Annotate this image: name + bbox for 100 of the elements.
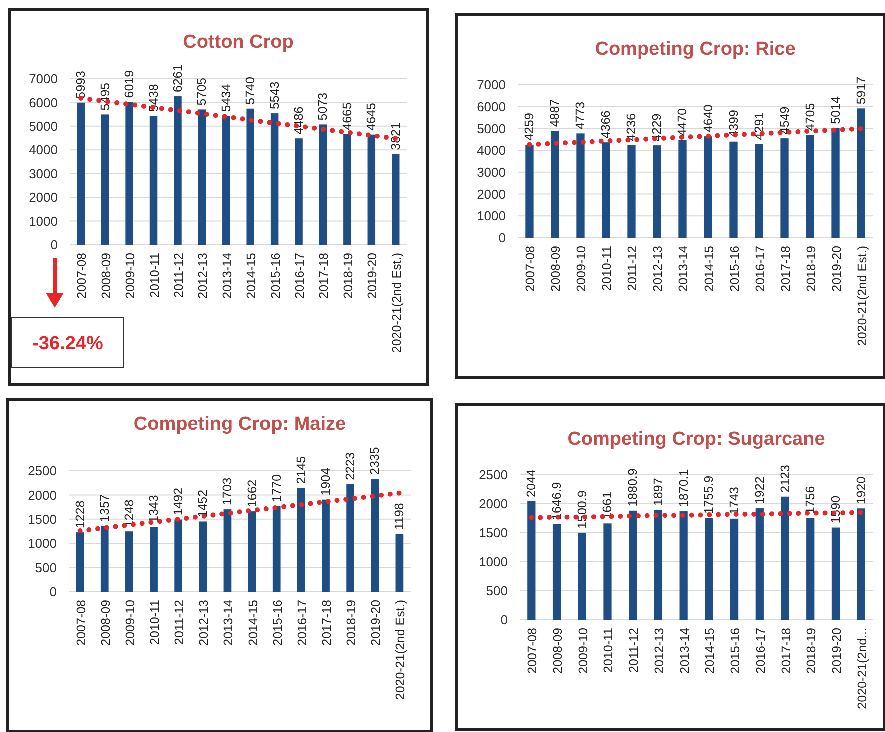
y-tick-label: 500: [486, 584, 508, 599]
x-tick-label: 2010-11: [148, 600, 162, 645]
x-tick-label: 2012-13: [197, 600, 212, 646]
bar: [578, 532, 586, 620]
x-tick-label: 2009-10: [124, 252, 138, 299]
data-label: 5073: [316, 92, 330, 121]
x-tick-label: 2010-11: [148, 252, 162, 298]
data-label: 5434: [219, 84, 234, 112]
bar: [552, 524, 562, 620]
data-label: 4470: [676, 108, 690, 136]
x-tick-label: 2017-18: [779, 628, 794, 674]
data-label: 1228: [73, 500, 88, 529]
x-tick-label: 2008-09: [99, 252, 114, 299]
x-tick-label: 2016-17: [293, 252, 308, 299]
x-tick-label: 2017-18: [320, 600, 334, 646]
y-tick-label: 1500: [479, 526, 508, 541]
chart-title: Competing Crop: Sugarcane: [568, 429, 826, 450]
bar: [150, 116, 158, 245]
bar: [319, 124, 328, 245]
bar: [270, 114, 279, 245]
bar: [528, 501, 536, 620]
data-label: 2044: [524, 470, 539, 498]
data-label: 4773: [574, 102, 588, 130]
x-tick-label: 2017-18: [317, 252, 332, 299]
x-tick-label: 2007-08: [524, 246, 538, 292]
bar: [368, 134, 376, 245]
data-label: 1492: [172, 488, 186, 516]
x-tick-label: 2009-10: [574, 246, 589, 292]
data-label: 1880.9: [626, 468, 640, 507]
bar: [780, 138, 789, 238]
data-label: 5705: [195, 78, 210, 106]
data-label: 5917: [854, 76, 868, 105]
data-label: 4705: [803, 103, 818, 132]
data-label: 5993: [74, 71, 88, 99]
bar: [678, 140, 687, 238]
data-label: 4486: [292, 106, 306, 135]
y-tick-label: 1000: [479, 554, 508, 570]
y-tick-label: 1000: [477, 208, 506, 224]
x-tick-label: 2009-10: [576, 628, 590, 674]
data-label: 2145: [294, 456, 308, 484]
data-label: 2223: [344, 452, 358, 480]
bar: [857, 508, 866, 620]
x-tick-label: 2015-16: [728, 246, 742, 292]
bar: [322, 500, 330, 592]
x-tick-label: 2011-12: [172, 600, 187, 645]
x-tick-label: 2007-08: [526, 628, 540, 674]
x-tick-label: 2014-15: [246, 600, 260, 646]
data-label: 4259: [522, 113, 537, 141]
y-tick-label: 2000: [29, 190, 58, 206]
y-tick-label: 2000: [479, 496, 508, 512]
y-tick-label: 7000: [477, 78, 506, 93]
bar: [576, 134, 585, 238]
bar: [602, 142, 610, 238]
y-tick-label: 2500: [28, 464, 57, 479]
x-tick-label: 2010-11: [600, 246, 614, 291]
bar: [756, 508, 764, 620]
x-tick-label: 2013-14: [222, 600, 236, 646]
x-tick-label: 2011-12: [627, 628, 642, 673]
x-tick-label: 2009-10: [123, 600, 138, 646]
x-tick-label: 2019-20: [366, 252, 380, 299]
x-tick-label: 2008-09: [549, 246, 564, 292]
data-label: 5014: [828, 96, 843, 124]
y-tick-label: 2500: [479, 468, 508, 483]
x-tick-label: 2014-15: [702, 246, 716, 292]
bar: [174, 96, 182, 245]
x-tick-label: 2015-16: [270, 600, 285, 646]
data-label: 1870.1: [676, 469, 691, 508]
data-label: 1357: [98, 494, 112, 522]
text: -36.24%: [32, 334, 104, 355]
data-label: 6019: [122, 70, 137, 98]
x-tick-label: 2019-20: [369, 600, 384, 646]
y-tick-label: 0: [50, 584, 57, 600]
bar: [100, 526, 109, 592]
bar: [704, 136, 712, 238]
bar: [126, 102, 134, 245]
data-label: 6261: [170, 64, 185, 93]
data-label: 4366: [599, 110, 614, 139]
bar: [628, 145, 636, 238]
bar: [857, 108, 866, 238]
y-tick-label: 500: [35, 560, 57, 576]
chart-title: Competing Crop: Rice: [595, 39, 796, 60]
bar: [222, 116, 230, 245]
y-tick-label: 0: [498, 230, 506, 246]
bar: [806, 518, 815, 620]
x-tick-label: 2014-15: [244, 252, 259, 299]
y-tick-label: 1000: [29, 214, 58, 229]
y-tick-label: 3000: [477, 164, 506, 180]
x-tick-label: 2007-08: [75, 252, 90, 299]
data-label: 5543: [268, 82, 282, 110]
data-label: 1452: [196, 490, 210, 518]
chart-title: Cotton Crop: [183, 32, 294, 53]
x-tick-label: 2016-17: [753, 246, 768, 292]
x-tick-label: 2020-21(2nd...: [855, 628, 870, 710]
data-label: 2335: [368, 447, 382, 475]
data-label: 1343: [147, 495, 162, 523]
bar: [396, 534, 404, 592]
data-label: 4549: [778, 106, 792, 135]
y-tick-label: 1500: [28, 512, 57, 527]
data-label: 4665: [340, 102, 354, 130]
x-tick-label: 2018-19: [344, 600, 359, 646]
